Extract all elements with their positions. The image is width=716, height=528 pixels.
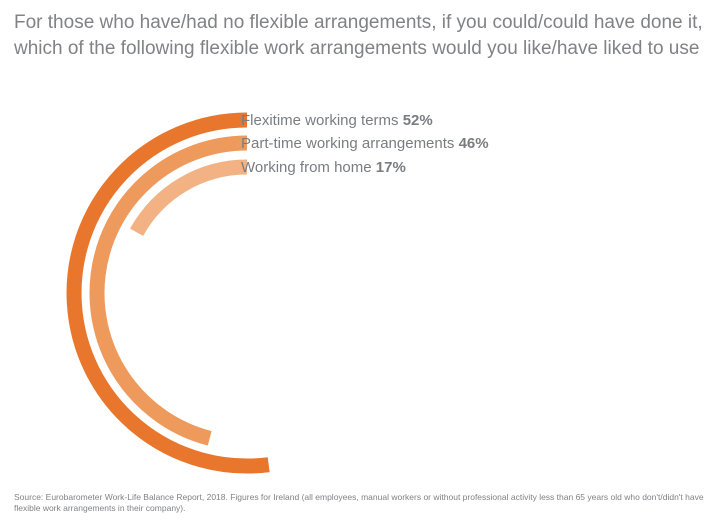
arc-working-from-home: [130, 159, 248, 237]
arc-part-time-working-arrangements: [89, 135, 248, 446]
legend-name: Flexitime working terms: [241, 112, 403, 129]
legend-value: 17%: [376, 159, 406, 176]
legend-label-working-from-home: Working from home 17%: [241, 159, 406, 176]
arc-group: [66, 112, 270, 474]
legend-name: Working from home: [241, 159, 376, 176]
legend-label-part-time-working-arrangements: Part-time working arrangements 46%: [241, 135, 489, 152]
legend-label-flexitime-working-terms: Flexitime working terms 52%: [241, 112, 433, 129]
arc-flexitime-working-terms: [66, 112, 270, 474]
chart-title-line-2: which of the following flexible work arr…: [14, 38, 700, 59]
legend: Flexitime working terms 52% Part-time wor…: [241, 112, 489, 176]
chart-title: For those who have/had no flexible arran…: [14, 10, 704, 62]
legend-name: Part-time working arrangements: [241, 135, 459, 152]
source-note: Source: Eurobarometer Work-Life Balance …: [14, 492, 704, 513]
chart-title-line-1: For those who have/had no flexible arran…: [14, 12, 703, 33]
legend-value: 46%: [459, 135, 489, 152]
legend-value: 52%: [403, 112, 433, 129]
